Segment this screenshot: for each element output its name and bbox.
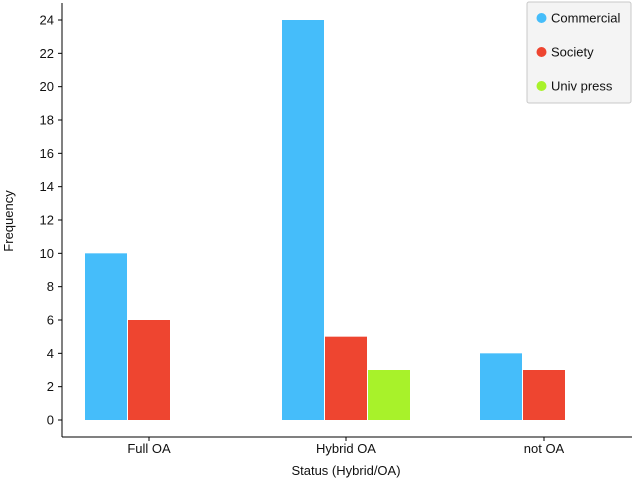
y-tick-label: 10 bbox=[40, 246, 54, 261]
legend-marker bbox=[536, 81, 547, 91]
bar-society-hybrid-oa bbox=[325, 336, 367, 420]
x-axis-title: Status (Hybrid/OA) bbox=[291, 463, 400, 478]
y-tick-label: 8 bbox=[47, 279, 54, 294]
legend-marker bbox=[536, 13, 547, 23]
y-axis-title: Frequency bbox=[1, 190, 16, 252]
y-tick-label: 24 bbox=[40, 13, 54, 28]
y-tick-label: 22 bbox=[40, 46, 54, 61]
y-tick-label: 2 bbox=[47, 379, 54, 394]
bar-univ-press-hybrid-oa bbox=[368, 370, 410, 420]
bar-society-not-oa bbox=[523, 370, 565, 420]
legend: Commercial Society Univ press bbox=[526, 1, 632, 104]
y-tick-label: 16 bbox=[40, 146, 54, 161]
y-tick-label: 18 bbox=[40, 113, 54, 128]
y-tick-label: 0 bbox=[47, 413, 54, 428]
bar-commercial-hybrid-oa bbox=[282, 20, 324, 420]
x-tick-label: Full OA bbox=[127, 441, 171, 456]
legend-label: Univ press bbox=[551, 79, 613, 94]
y-tick-label: 4 bbox=[47, 346, 54, 361]
x-tick-label: not OA bbox=[524, 441, 565, 456]
x-tick-label: Hybrid OA bbox=[316, 441, 376, 456]
y-tick-label: 20 bbox=[40, 79, 54, 94]
legend-box bbox=[526, 1, 632, 104]
bar-commercial-full-oa bbox=[85, 253, 127, 420]
y-tick-label: 6 bbox=[47, 313, 54, 328]
legend-label: Society bbox=[551, 45, 594, 60]
bar-commercial-not-oa bbox=[480, 353, 522, 420]
legend-label: Commercial bbox=[551, 11, 620, 26]
plot-area bbox=[85, 20, 565, 420]
y-tick-label: 12 bbox=[40, 213, 54, 228]
y-tick-label: 14 bbox=[40, 179, 54, 194]
legend-marker bbox=[536, 47, 547, 57]
bar-society-full-oa bbox=[128, 320, 170, 420]
